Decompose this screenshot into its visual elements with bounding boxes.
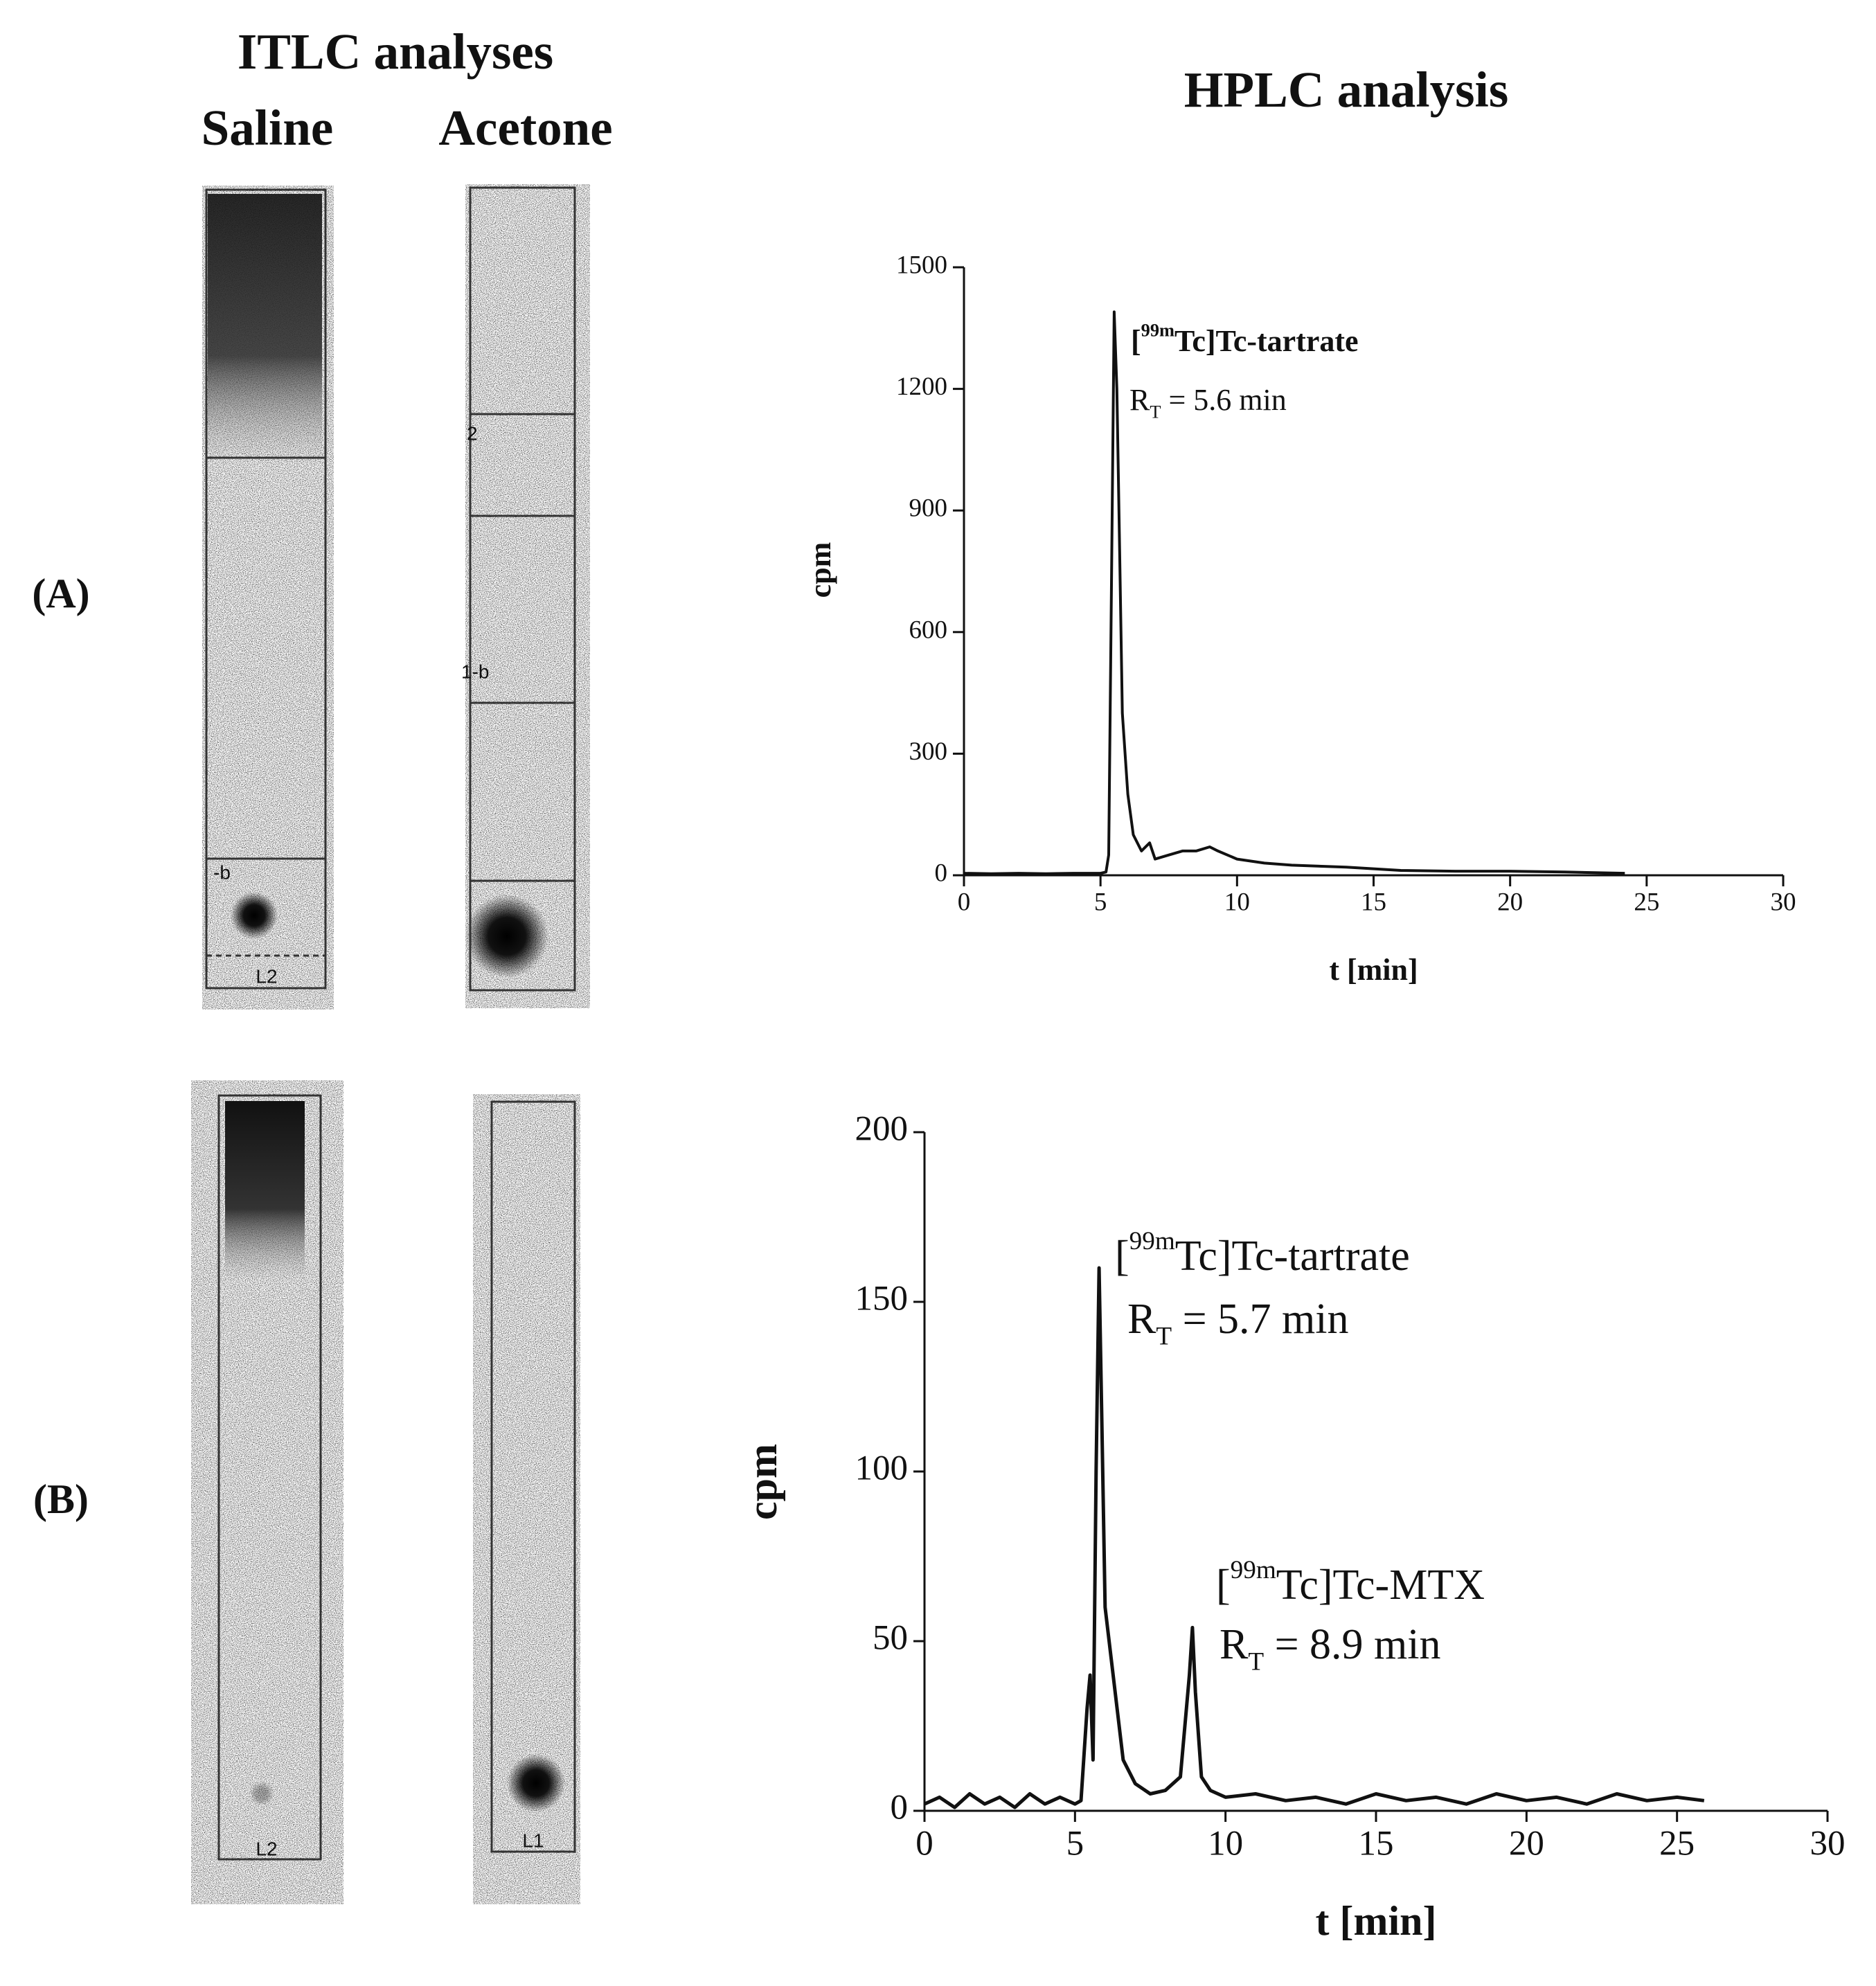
y-tick-label: 1200 [896, 373, 947, 401]
annotation-part: T [1156, 1322, 1172, 1350]
y-tick-label: 200 [855, 1110, 909, 1149]
x-tick-label: 15 [1359, 1824, 1394, 1863]
annotation-part: T [1150, 401, 1161, 422]
x-tick-label: 10 [1224, 888, 1250, 916]
x-axis-label: t [min] [1329, 953, 1418, 987]
x-tick-label: 5 [1066, 1824, 1084, 1863]
annotation-part: Tc]Tc-tartrate [1174, 324, 1359, 358]
y-axis-label: cpm [740, 1444, 785, 1520]
activity-front [208, 194, 322, 464]
y-tick-label: 900 [909, 494, 948, 523]
column-label: Saline [202, 100, 334, 156]
strip-background [465, 184, 590, 1008]
strip-outline [217, 1094, 322, 1861]
annotation-part: T [1248, 1647, 1264, 1676]
annotation-part: = 5.7 min [1172, 1296, 1348, 1343]
y-tick-label: 0 [935, 859, 948, 887]
y-tick-label: 50 [873, 1619, 908, 1658]
x-tick-label: 10 [1208, 1824, 1243, 1863]
annotation-part: R [1129, 383, 1150, 417]
annotation: [99mTc]Tc-tartrate [1131, 319, 1359, 358]
annotation: RT = 5.7 min [1127, 1296, 1349, 1350]
strip-label: -b [213, 861, 231, 883]
annotation-part: R [1127, 1296, 1156, 1343]
strip-label: L2 [256, 965, 277, 987]
annotation-part: = 5.6 min [1161, 383, 1286, 417]
y-tick-label: 150 [855, 1280, 909, 1318]
y-tick-label: 0 [891, 1789, 909, 1827]
row-label: (B) [33, 1476, 89, 1522]
x-tick-label: 30 [1810, 1824, 1846, 1863]
annotation: RT = 5.6 min [1129, 383, 1287, 422]
activity-spot [507, 1754, 565, 1812]
strip-outline [469, 186, 576, 992]
x-tick-label: 15 [1361, 888, 1386, 916]
x-tick-label: 0 [958, 888, 971, 916]
annotation: [99mTc]Tc-tartrate [1115, 1227, 1410, 1280]
row-label: (A) [32, 571, 89, 616]
y-tick-label: 300 [909, 737, 948, 766]
annotation-part: = 8.9 min [1264, 1621, 1440, 1668]
annotation-part: [ [1131, 324, 1141, 358]
x-tick-label: 25 [1659, 1824, 1695, 1863]
x-tick-label: 25 [1634, 888, 1659, 916]
annotation: [99mTc]Tc-MTX [1216, 1556, 1485, 1609]
hplc-title: HPLC analysis [1184, 62, 1509, 118]
activity-spot [231, 892, 278, 939]
column-label: Acetone [438, 100, 612, 156]
y-tick-label: 600 [909, 616, 948, 644]
annotation-part: Tc]Tc-MTX [1276, 1562, 1485, 1609]
annotation-part: 99m [1141, 319, 1174, 340]
x-tick-label: 20 [1509, 1824, 1544, 1863]
activity-spot [249, 1781, 274, 1806]
activity-front [225, 1101, 305, 1281]
data-line [923, 1266, 1705, 1809]
x-tick-label: 5 [1094, 888, 1107, 916]
strip-outline [490, 1100, 576, 1853]
annotation-part: 99m [1231, 1556, 1276, 1584]
itlc-title: ITLC analyses [238, 24, 553, 80]
annotation-part: R [1220, 1621, 1249, 1668]
strip-label: 2 [467, 422, 478, 444]
y-tick-label: 100 [855, 1449, 909, 1488]
y-axis-label: cpm [803, 542, 837, 598]
annotation: RT = 8.9 min [1220, 1621, 1441, 1676]
strip-outline [205, 188, 327, 990]
y-tick-label: 1500 [896, 251, 947, 279]
x-tick-label: 0 [915, 1824, 933, 1863]
data-line [963, 310, 1625, 875]
itlc-strips [191, 184, 590, 1904]
x-tick-label: 20 [1497, 888, 1523, 916]
annotation-part: [ [1216, 1562, 1231, 1609]
x-axis-label: t [min] [1316, 1898, 1437, 1944]
annotation-part: [ [1115, 1233, 1129, 1280]
strip-label: 1-b [461, 661, 489, 682]
strip-label: L2 [256, 1838, 277, 1859]
annotation-part: Tc]Tc-tartrate [1175, 1233, 1410, 1280]
annotation-part: 99m [1129, 1227, 1175, 1255]
activity-spot [465, 895, 548, 978]
x-tick-label: 30 [1771, 888, 1796, 916]
strip-label: L1 [522, 1830, 544, 1851]
